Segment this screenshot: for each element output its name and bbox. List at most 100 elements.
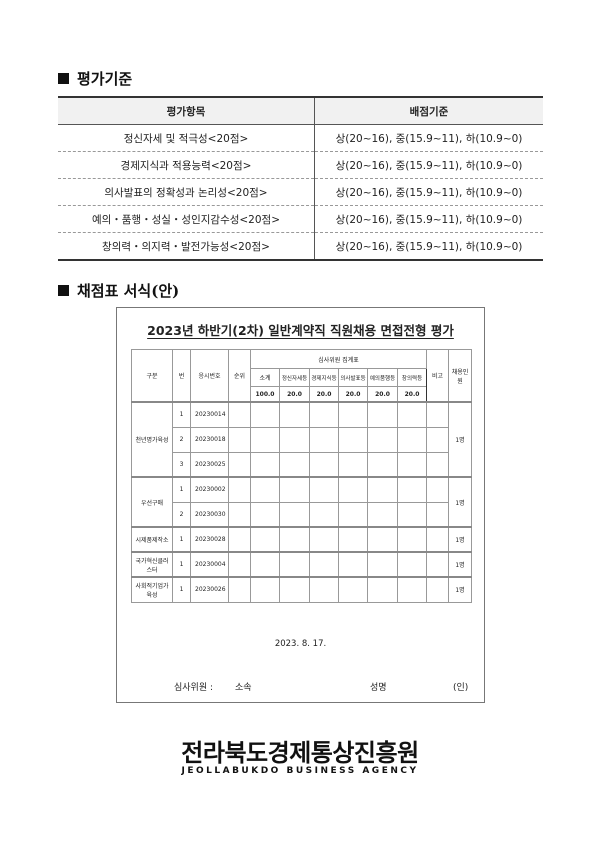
score-subtotal: 100.0 (250, 386, 280, 403)
table-row: 사회적기업가육성 1 20230026 1명 (131, 576, 473, 603)
score-cell[interactable] (309, 501, 339, 528)
table-row: 3 20230025 (132, 451, 472, 478)
score-cell[interactable] (309, 576, 339, 603)
category-cell: 천년명가육성 (131, 401, 173, 478)
section-title: 채점표 서식(안) (77, 282, 180, 300)
note-cell[interactable] (426, 551, 450, 578)
form-date: 2023. 8. 17. (274, 639, 327, 649)
score-cell[interactable] (338, 401, 368, 428)
score-cell[interactable] (309, 451, 339, 478)
note-cell[interactable] (426, 501, 450, 528)
score-cell[interactable] (396, 451, 428, 478)
subtotal-cell[interactable] (250, 401, 280, 428)
criteria-scoring: 상(20~16), 중(15.9~11), 하(10.9~0) (314, 124, 543, 152)
score-eval-item: 20.0 (367, 386, 398, 403)
score-cell[interactable] (367, 451, 398, 478)
score-cell[interactable] (309, 426, 339, 453)
score-cell[interactable] (396, 501, 428, 528)
score-cell[interactable] (367, 426, 398, 453)
score-cell[interactable] (279, 426, 310, 453)
header-item: 평가항목 (58, 96, 315, 125)
rank-cell[interactable] (228, 476, 251, 503)
score-cell[interactable] (309, 476, 339, 503)
score-cell[interactable] (309, 551, 339, 578)
note-cell[interactable] (426, 401, 450, 428)
rank-cell[interactable] (228, 576, 251, 603)
criteria-row: 경제지식과 적용능력<20점> 상(20~16), 중(15.9~11), 하(1… (58, 151, 543, 179)
header-eval-item: 정신자세등 (279, 368, 310, 387)
score-cell[interactable] (279, 551, 310, 578)
note-cell[interactable] (426, 451, 450, 478)
hires-cell: 1명 (448, 401, 473, 478)
header-summary: 심사위원 집계표 (249, 349, 428, 369)
hires-cell: 1명 (448, 476, 473, 528)
rank-cell[interactable] (228, 451, 251, 478)
name-label: 성명 (370, 683, 387, 693)
score-cell[interactable] (367, 526, 398, 553)
hires-cell: 1명 (448, 551, 473, 578)
score-cell[interactable] (279, 476, 310, 503)
score-cell[interactable] (367, 476, 398, 503)
table-row: 천년명가육성 1 20230014 1명 (131, 401, 473, 478)
square-bullet-icon (58, 285, 69, 296)
subtotal-cell[interactable] (250, 576, 280, 603)
note-cell[interactable] (426, 526, 450, 553)
subtotal-cell[interactable] (250, 551, 280, 578)
score-cell[interactable] (279, 526, 310, 553)
subtotal-cell[interactable] (250, 451, 280, 478)
score-cell[interactable] (367, 401, 398, 428)
subtotal-cell[interactable] (250, 426, 280, 453)
section-heading-criteria: 평가기준 (58, 68, 132, 89)
note-cell[interactable] (426, 426, 450, 453)
subtotal-cell[interactable] (250, 526, 280, 553)
category-cell: 국가혁신클러스터 (131, 551, 173, 578)
header-scoring: 배점기준 (314, 96, 543, 125)
score-cell[interactable] (309, 401, 339, 428)
category-cell: 우선구매 (131, 476, 173, 528)
exam-no-cell: 20230002 (190, 476, 229, 503)
affiliation-label: 소속 (235, 683, 252, 693)
subtotal-cell[interactable] (250, 501, 280, 528)
criteria-item: 정신자세 및 적극성<20점> (58, 124, 315, 152)
hires-cell: 1명 (448, 576, 473, 603)
score-cell[interactable] (338, 576, 368, 603)
score-cell[interactable] (338, 451, 368, 478)
subtotal-cell[interactable] (250, 476, 280, 503)
score-cell[interactable] (279, 501, 310, 528)
score-cell[interactable] (396, 551, 428, 578)
rank-cell[interactable] (228, 501, 251, 528)
score-cell[interactable] (396, 401, 428, 428)
score-cell[interactable] (338, 426, 368, 453)
score-cell[interactable] (338, 501, 368, 528)
score-cell[interactable] (279, 451, 310, 478)
square-bullet-icon (58, 73, 69, 84)
no-cell: 2 (172, 501, 191, 528)
score-cell[interactable] (367, 501, 398, 528)
rank-cell[interactable] (228, 551, 251, 578)
score-cell[interactable] (367, 551, 398, 578)
header-eval-item: 창의력등 (396, 368, 428, 387)
criteria-item: 경제지식과 적용능력<20점> (58, 151, 315, 179)
criteria-row: 의사발표의 정확성과 논리성<20점> 상(20~16), 중(15.9~11),… (58, 178, 543, 206)
score-cell[interactable] (367, 576, 398, 603)
rank-cell[interactable] (228, 426, 251, 453)
score-cell[interactable] (309, 526, 339, 553)
score-cell[interactable] (396, 426, 428, 453)
score-cell[interactable] (279, 576, 310, 603)
note-cell[interactable] (426, 476, 450, 503)
category-cell: 시제품제작소 (131, 526, 173, 553)
rank-cell[interactable] (228, 526, 251, 553)
no-cell: 1 (172, 476, 191, 503)
score-cell[interactable] (396, 576, 428, 603)
score-cell[interactable] (338, 526, 368, 553)
score-cell[interactable] (396, 476, 428, 503)
criteria-item: 창의력・의지력・발전가능성<20점> (58, 232, 315, 261)
note-cell[interactable] (426, 576, 450, 603)
header-no: 번 (172, 349, 191, 403)
score-cell[interactable] (338, 551, 368, 578)
score-cell[interactable] (396, 526, 428, 553)
score-cell[interactable] (279, 401, 310, 428)
rank-cell[interactable] (228, 401, 251, 428)
score-cell[interactable] (338, 476, 368, 503)
score-table: 구분 번 응시번호 순위 심사위원 집계표 비고 채용인원 소계 정신자세등 경제… (131, 349, 473, 603)
